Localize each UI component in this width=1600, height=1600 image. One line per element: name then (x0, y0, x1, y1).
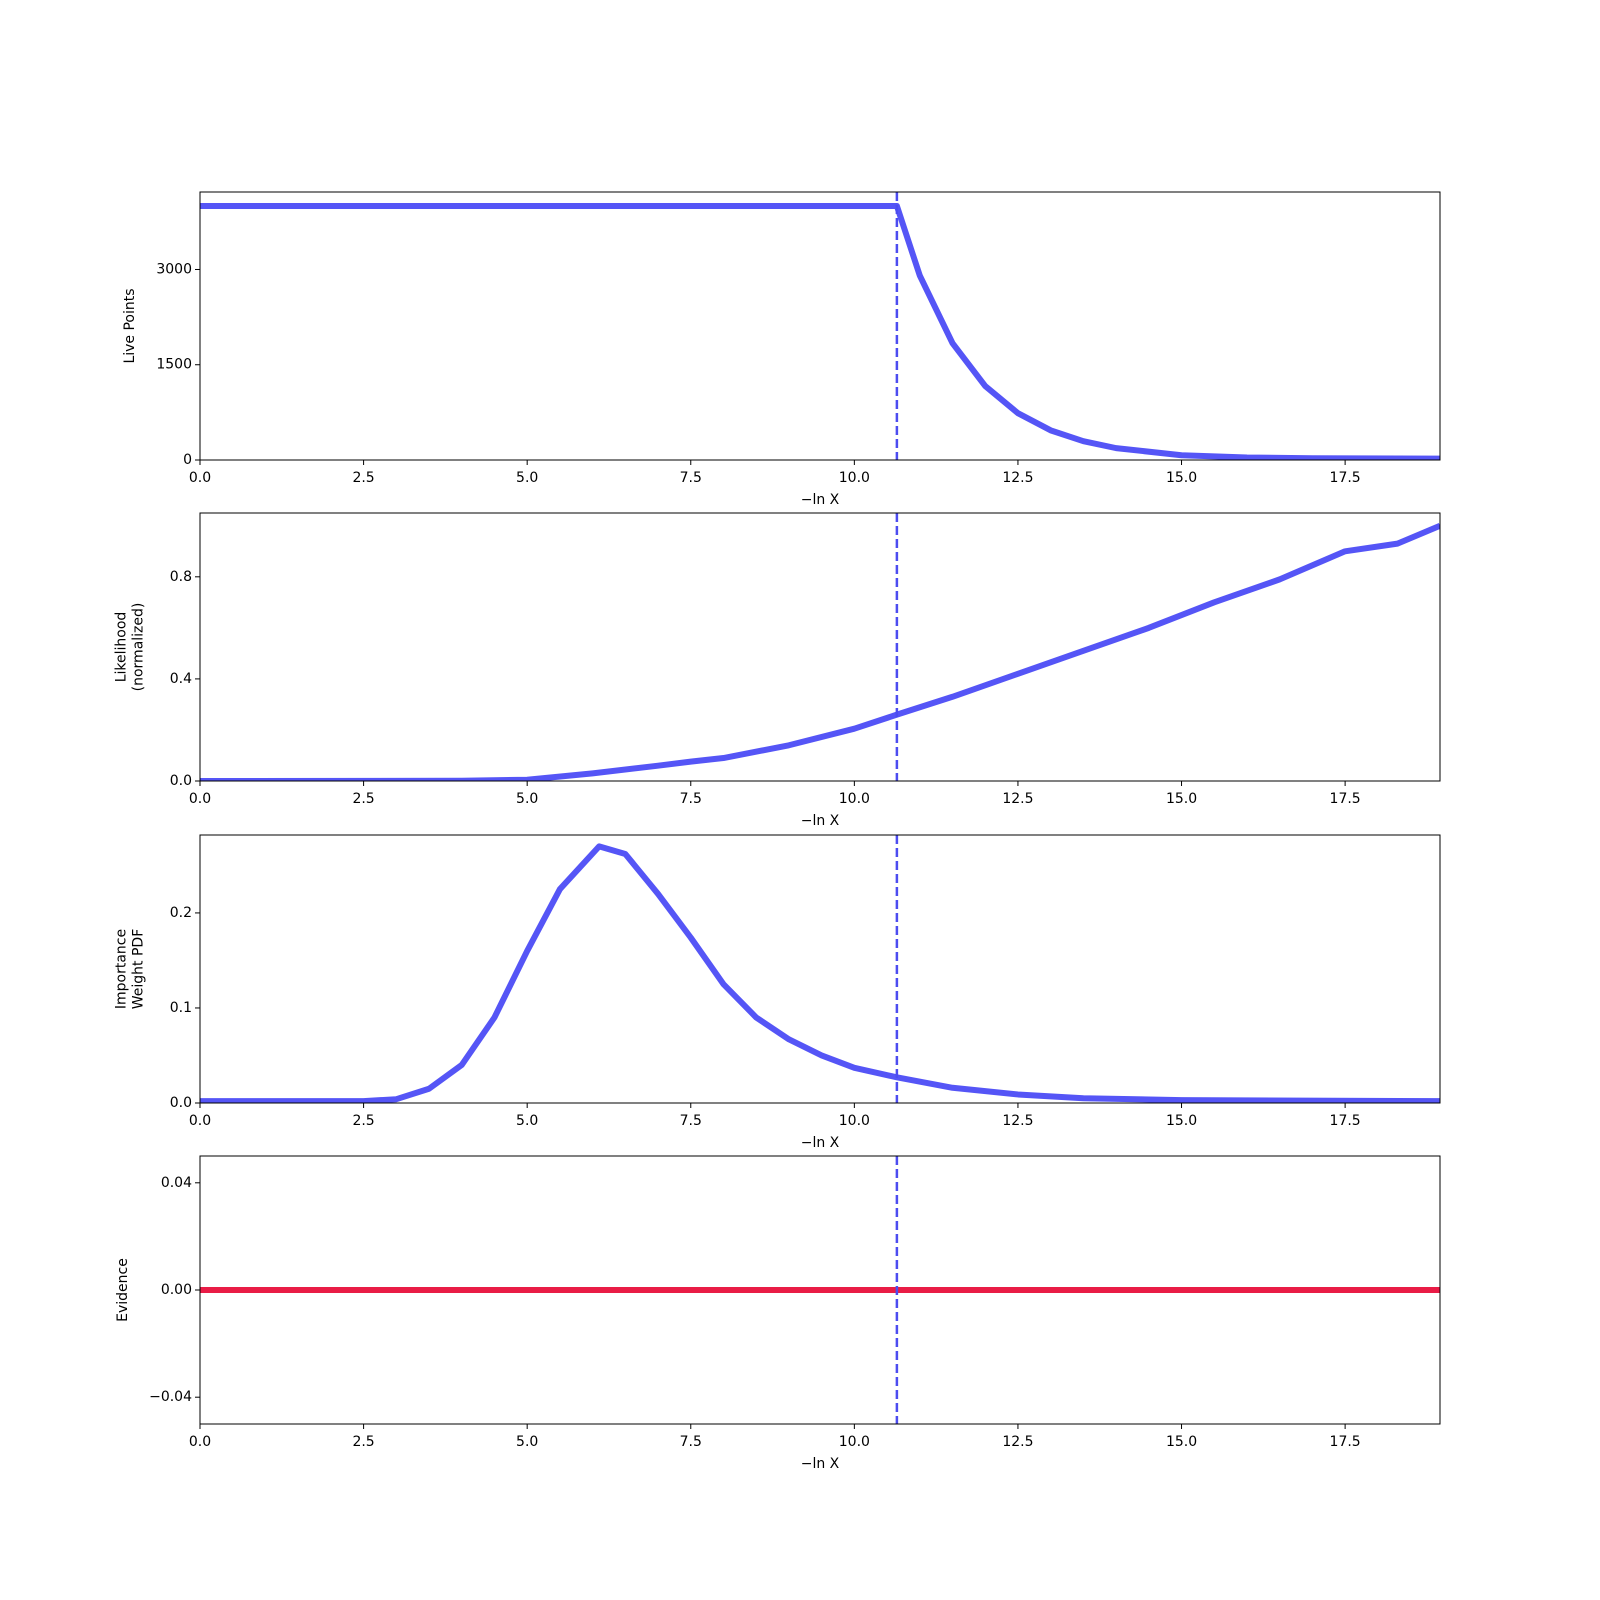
y-axis-label: Evidence (115, 1258, 131, 1322)
y-tick-label: −0.04 (149, 1389, 192, 1405)
x-axis-label: −ln X (801, 1135, 840, 1151)
x-axis-label: −ln X (801, 813, 840, 829)
y-axis-label: Weight PDF (131, 929, 147, 1010)
y-tick-label: 0.4 (170, 671, 192, 687)
y-axis-label: Live Points (122, 288, 138, 363)
x-tick-label: 12.5 (1002, 791, 1033, 807)
data-line (200, 202, 1440, 460)
y-tick-label: 0.1 (170, 1000, 192, 1016)
plot-area (200, 843, 1440, 1103)
x-tick-label: 7.5 (680, 1434, 702, 1450)
x-tick-label: 17.5 (1330, 470, 1361, 486)
x-tick-label: 10.0 (839, 791, 870, 807)
x-tick-label: 10.0 (839, 470, 870, 486)
x-tick-label: 15.0 (1166, 791, 1197, 807)
x-tick-label: 0.0 (189, 1434, 211, 1450)
x-tick-label: 12.5 (1002, 1113, 1033, 1129)
x-tick-label: 2.5 (352, 470, 374, 486)
plot-area (200, 202, 1440, 460)
x-tick-label: 5.0 (516, 1434, 538, 1450)
y-tick-label: 1500 (156, 357, 192, 373)
data-line (200, 843, 1440, 1103)
x-tick-label: 5.0 (516, 470, 538, 486)
x-tick-label: 0.0 (189, 791, 211, 807)
x-tick-label: 15.0 (1166, 1113, 1197, 1129)
y-tick-label: 0.04 (161, 1175, 192, 1191)
y-tick-label: 0.0 (170, 773, 192, 789)
x-tick-label: 17.5 (1330, 1113, 1361, 1129)
y-tick-label: 0.2 (170, 905, 192, 921)
axes-frame (199, 834, 1441, 1104)
x-axis-label: −ln X (801, 492, 840, 508)
x-tick-label: 5.0 (516, 1113, 538, 1129)
axes-frame (199, 512, 1441, 782)
x-tick-label: 10.0 (839, 1113, 870, 1129)
x-tick-label: 2.5 (352, 791, 374, 807)
y-axis-label: Importance (114, 929, 130, 1009)
x-axis-label: −ln X (801, 1456, 840, 1472)
x-tick-label: 12.5 (1002, 470, 1033, 486)
x-tick-label: 15.0 (1166, 1434, 1197, 1450)
y-tick-label: 0.00 (161, 1282, 192, 1298)
y-tick-label: 3000 (156, 261, 192, 277)
axes-frame (199, 191, 1441, 461)
x-tick-label: 17.5 (1330, 791, 1361, 807)
x-tick-label: 12.5 (1002, 1434, 1033, 1450)
x-tick-label: 17.5 (1330, 1434, 1361, 1450)
y-tick-label: 0.0 (170, 1095, 192, 1111)
x-tick-label: 7.5 (680, 791, 702, 807)
x-tick-label: 2.5 (352, 1434, 374, 1450)
y-axis-label: Likelihood (114, 612, 130, 683)
x-tick-label: 7.5 (680, 1113, 702, 1129)
x-tick-label: 7.5 (680, 470, 702, 486)
y-tick-label: 0.8 (170, 569, 192, 585)
y-axis-label: (normalized) (131, 603, 147, 692)
x-tick-label: 2.5 (352, 1113, 374, 1129)
x-tick-label: 5.0 (516, 791, 538, 807)
y-tick-label: 0 (183, 452, 192, 468)
x-tick-label: 0.0 (189, 470, 211, 486)
x-tick-label: 10.0 (839, 1434, 870, 1450)
x-tick-label: 15.0 (1166, 470, 1197, 486)
x-tick-label: 0.0 (189, 1113, 211, 1129)
